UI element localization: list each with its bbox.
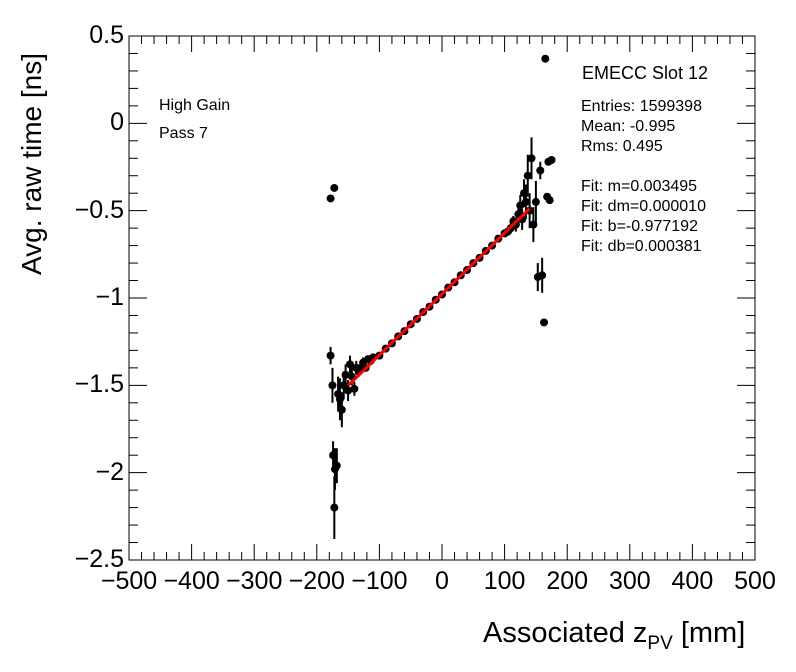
data-point — [335, 395, 344, 404]
data-point — [538, 271, 547, 280]
x-tick-label: 0 — [435, 567, 449, 595]
x-tick-label: −400 — [163, 567, 220, 595]
x-tick-label: 500 — [734, 567, 776, 595]
x-axis-title: Associated zPV [mm] — [483, 617, 745, 655]
y-axis-title: Avg. raw time [ns] — [16, 52, 47, 275]
fit-line-layer — [347, 207, 531, 387]
data-point — [531, 197, 540, 206]
y-tick-label: −2 — [95, 457, 124, 486]
y-tick-label: −2.5 — [74, 545, 124, 573]
x-tick-label: −500 — [100, 567, 158, 595]
data-point — [339, 381, 348, 390]
data-point — [520, 189, 529, 198]
data-point — [527, 154, 536, 163]
stat-fit-dm: Fit: dm=0.000010 — [581, 198, 706, 215]
stat-fit-b: Fit: b=-0.977192 — [581, 218, 698, 235]
plot-frame — [128, 35, 756, 561]
data-point — [326, 194, 335, 203]
annotation-high-gain: High Gain — [159, 97, 231, 114]
data-point — [523, 171, 532, 180]
x-tick-label: 200 — [546, 567, 589, 595]
data-point — [541, 54, 550, 63]
stat-mean: Mean: -0.995 — [581, 118, 676, 135]
data-point — [330, 183, 339, 192]
data-point — [529, 220, 538, 229]
data-point — [350, 384, 359, 393]
stat-fit-db: Fit: db=0.000381 — [581, 238, 702, 255]
annotation-pass: Pass 7 — [159, 125, 208, 142]
y-tick-label: 0 — [110, 108, 124, 137]
x-tick-label: −200 — [288, 567, 345, 595]
stat-fit-m: Fit: m=0.003495 — [581, 178, 698, 195]
fit-line — [347, 207, 531, 387]
y-tick-label: −1.5 — [74, 370, 124, 399]
data-point — [536, 166, 545, 175]
data-point — [328, 381, 337, 390]
x-tick-label: −300 — [226, 567, 283, 595]
data-point — [344, 386, 353, 395]
x-tick-label: 400 — [671, 567, 714, 595]
data-point — [521, 197, 530, 206]
data-point — [330, 503, 339, 512]
y-tick-label: 0.5 — [89, 21, 124, 49]
data-point — [540, 318, 549, 327]
x-axis-title-unit: [mm] — [680, 617, 746, 649]
data-point — [326, 351, 335, 360]
data-point — [547, 156, 556, 165]
x-tick-label: −100 — [351, 567, 408, 595]
y-tick-label: −1 — [95, 283, 124, 311]
x-tick-label: 100 — [483, 567, 526, 595]
stats-box: Entries: 1599398 Mean: -0.995 Rms: 0.495… — [581, 97, 706, 257]
stat-entries: Entries: 1599398 — [581, 98, 702, 115]
data-point — [345, 360, 354, 369]
stat-rms: Rms: 0.495 — [581, 138, 663, 155]
data-point — [341, 370, 350, 379]
x-tick-label: 300 — [608, 567, 651, 595]
x-axis-title-sub: PV — [647, 632, 673, 654]
error-bars — [329, 137, 544, 540]
data-points — [326, 54, 556, 512]
data-point — [545, 196, 554, 205]
chart-title: EMECC Slot 12 — [582, 63, 709, 83]
data-point — [337, 405, 346, 414]
y-tick-label: −0.5 — [74, 195, 124, 224]
data-point — [332, 461, 341, 470]
data-point — [329, 451, 338, 460]
x-axis-title-main: Associated z — [483, 617, 648, 649]
